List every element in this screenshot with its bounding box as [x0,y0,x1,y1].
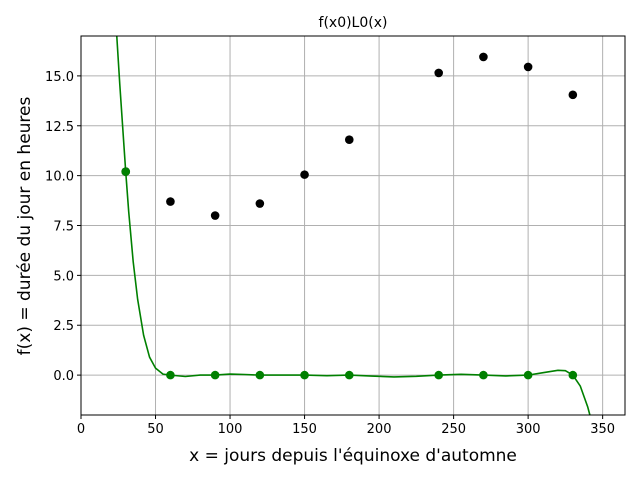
interpolation-point [210,370,220,380]
chart-title: f(x0)L0(x) [319,15,388,31]
interpolation-point [523,370,533,380]
y-tick-label: 0.0 [53,369,74,384]
interpolation-point [568,370,578,380]
data-point [300,170,309,179]
y-tick-label: 7.5 [53,220,74,235]
data-point [434,68,443,78]
data-points-layer [121,52,578,380]
data-point [568,90,578,100]
x-axis-ticks: 0 50 100 150 200 250 300 350 [77,415,615,437]
interpolation-point [434,370,443,380]
interpolation-point [255,370,265,380]
interpolation-point [166,370,175,380]
y-axis-ticks: 0.0 2.5 5.0 7.5 10.0 12.5 15.0 [45,70,81,384]
x-tick-label: 350 [590,422,615,437]
x-tick-label: 100 [218,422,243,437]
x-tick-label: 0 [77,422,85,437]
interpolation-point [300,370,309,380]
y-tick-label: 12.5 [45,120,74,135]
data-point [344,135,354,145]
y-tick-label: 2.5 [53,319,74,334]
grid-lines [80,36,625,415]
x-tick-label: 300 [516,422,541,437]
x-tick-label: 150 [292,422,317,437]
x-tick-label: 200 [367,422,392,437]
data-point [255,199,265,208]
interpolation-point [479,370,488,380]
y-axis-label: f(x) = durée du jour en heures [15,97,35,356]
x-axis-label: x = jours depuis l'équinoxe d'automne [189,446,517,466]
interpolation-point [344,370,354,380]
lagrange-curve-layer [115,36,591,415]
data-point [166,197,175,206]
x-tick-label: 50 [147,422,164,437]
interpolation-point [121,167,131,176]
lagrange-curve [115,36,591,415]
y-tick-label: 10.0 [45,170,74,185]
data-point [479,52,488,62]
y-tick-label: 5.0 [53,269,74,284]
x-tick-label: 250 [441,422,466,437]
data-point [210,211,220,220]
y-tick-label: 15.0 [45,70,74,85]
data-point [523,62,533,72]
